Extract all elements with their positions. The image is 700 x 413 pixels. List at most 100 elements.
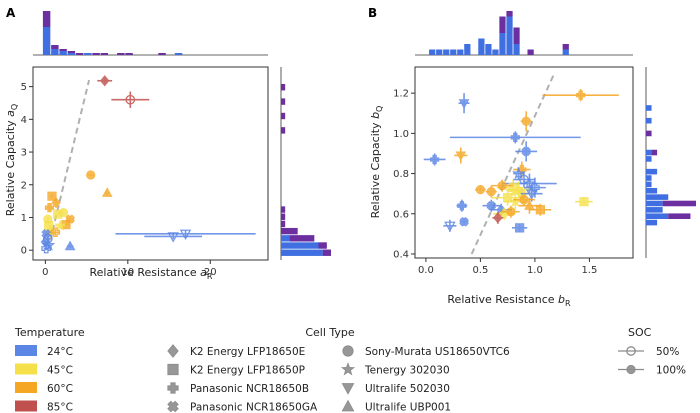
panel-a-top-hist-bar-purple — [158, 53, 166, 55]
panel-b-top-hist-bar-blue — [429, 49, 436, 55]
panel-a-top-hist-bar-purple — [42, 11, 51, 27]
panel-b-data-point — [502, 205, 520, 218]
panel-b-right-hist-bar-blue — [646, 194, 669, 200]
legend-cell-type-label: K2 Energy LFP18650P — [190, 365, 305, 377]
panel-b-right-hist-bar-blue — [646, 187, 658, 194]
panel-b-right-hist-bar-blue — [646, 156, 652, 162]
panel-a-right-hist-bar-blue — [281, 235, 290, 242]
panel-a-data-point — [53, 209, 63, 219]
legend-cell-type-label: Ultralife 502030 — [365, 383, 450, 395]
panel-b-data-point — [485, 185, 497, 198]
panel-b-marker-tri_down — [444, 221, 456, 233]
panel-a-right-hist-bar-purple — [318, 242, 327, 249]
panel-a-marker-star — [54, 219, 67, 231]
panel-b-marker-circle — [506, 207, 516, 217]
panel-a-top-hist-bar-purple — [92, 53, 100, 55]
panel-a-y-axis-label: Relative Capacity aQ — [4, 104, 19, 216]
panel-b-y-tick-label: 0.4 — [393, 249, 409, 260]
panel-b-y-tick-label: 0.6 — [393, 209, 409, 220]
panel-b-marker-tri_down — [525, 189, 538, 200]
panel-b-marker-plus — [457, 201, 467, 211]
panel-b-marker-cross — [486, 200, 497, 211]
panel-b-marker-plus — [430, 154, 440, 165]
legend-cell-type-marker-circle — [342, 345, 354, 357]
panel-a-right-hist-bar-purple — [281, 206, 286, 213]
panel-a-right-hist-bar-blue — [281, 242, 319, 249]
panel-b-axes-frame — [414, 66, 634, 259]
panel-b-right-hist-bar-blue — [646, 105, 652, 111]
legend-cell-type-marker-cross — [167, 400, 179, 413]
panel-b-top-hist-bar-blue — [506, 16, 513, 55]
panel-a-data-point — [44, 203, 55, 213]
panel-b-right-hist-bar-blue — [646, 149, 652, 156]
panel-b-top-histogram — [415, 11, 633, 56]
panel-a-marker-square — [53, 209, 63, 219]
panel-a-marker-triangle — [101, 187, 113, 197]
legend-soc-label: 100% — [656, 365, 686, 377]
legend-temperature-swatch — [15, 345, 37, 356]
panel-a-top-hist-bar-blue — [67, 53, 76, 55]
panel-b-marker-square — [535, 205, 545, 215]
panel-a-top-hist-bar-purple — [75, 53, 84, 55]
panel-a-top-hist-bar-purple — [125, 53, 133, 55]
panel-a-y-tick-label: 0 — [21, 246, 27, 257]
legend-temperature-label: 85°C — [47, 402, 73, 413]
panel-a-data-point — [51, 197, 61, 209]
panel-a-right-hist-bar-purple — [281, 98, 286, 105]
panel-b-data-point — [492, 211, 504, 224]
panel-a-data-point — [41, 243, 52, 254]
legend-cell-type-label: Sony-Murata US18650VTC6 — [365, 346, 510, 358]
panel-a-right-hist-bar-purple — [281, 213, 286, 220]
panel-a-y-tick-label: 2 — [21, 180, 27, 191]
panel-a-top-hist-bar-purple — [67, 51, 76, 53]
panel-a-top-hist-bar-purple — [117, 53, 125, 55]
panel-a-right-hist-bar-purple — [281, 84, 286, 91]
panel-b-top-hist-bar-purple — [506, 11, 513, 17]
legend-temperature-swatch — [15, 363, 37, 375]
panel-b-marker-circle — [521, 116, 531, 126]
panel-b-data-point — [423, 153, 446, 166]
panel-a-data-point — [86, 170, 96, 180]
panel-a-top-hist-bar-blue — [59, 51, 67, 55]
panel-b-scatter-plot: 0.0 0.5 1.0 1.5 0.4 0.6 0.8 1.0 1.2 — [393, 66, 634, 276]
panel-b-marker-cross — [519, 194, 529, 205]
panel-b-label: B — [368, 6, 377, 20]
panel-b-right-hist-bar-blue — [646, 175, 652, 181]
panel-b-data-point — [512, 223, 528, 233]
panel-a-top-histogram — [33, 11, 268, 56]
panel-b-y-tick-label: 0.8 — [393, 169, 409, 180]
legend-cell-type-marker-diamond — [167, 344, 179, 358]
panel-a-x-tick-label: 20 — [204, 267, 217, 278]
panel-a-axes-frame — [32, 66, 269, 261]
panel-a-right-hist-bar-purple — [281, 227, 298, 235]
legend-cell-type-label: Panasonic NCR18650GA — [190, 402, 318, 413]
legend-soc-title: SOC — [628, 326, 652, 339]
panel-a-data-point — [144, 232, 203, 243]
panel-b-data-point — [456, 199, 468, 212]
legend-temperature: Temperature 24°C 45°C 60°C 85°C — [14, 326, 85, 413]
legend-cell-type-marker-plus — [167, 382, 179, 394]
panel-b-data-point — [482, 199, 501, 212]
panel-b-right-hist-bar-purple — [646, 130, 652, 137]
panel-a-data-point — [111, 91, 150, 108]
panel-a-top-hist-bar-purple — [100, 53, 109, 55]
panel-a-top-hist-bar-blue — [174, 53, 183, 55]
panel-a-top-hist-bar-blue — [51, 49, 59, 55]
panel-b-marker-square — [579, 197, 589, 207]
legend-cell-type-marker-star — [340, 362, 356, 376]
panel-b-marker-plus — [530, 182, 540, 193]
panel-a-marker-cross — [41, 229, 51, 239]
panel-a-marker-circle — [125, 94, 136, 105]
panel-b-data-point — [520, 111, 532, 132]
panel-a-trend-line — [46, 79, 91, 251]
panel-b-right-histogram — [645, 67, 696, 258]
panel-a-marker-tri_down — [167, 232, 179, 243]
panel-b-marker-plus — [576, 90, 586, 100]
panel-a-right-hist-bar-purple — [289, 235, 315, 242]
panel-b-top-hist-bar-blue — [457, 49, 464, 55]
panel-b-data-point — [474, 185, 486, 195]
panel-b-right-hist-bar-blue — [646, 181, 652, 188]
panel-b-marker-cross — [521, 146, 531, 157]
legend-cell-type-marker-tri_down — [341, 383, 355, 395]
legend-temperature-title: Temperature — [14, 326, 85, 339]
